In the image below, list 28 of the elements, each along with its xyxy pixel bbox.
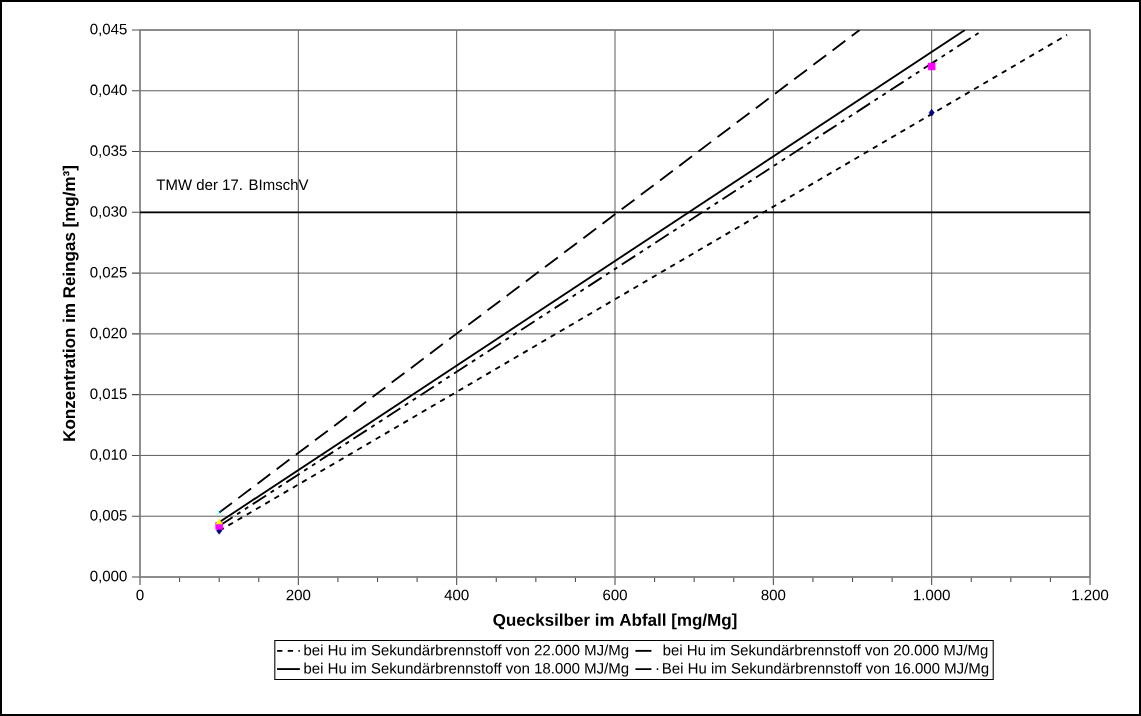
x-tick-label: 1.200	[1072, 589, 1109, 601]
y-tick-label: 0,040	[90, 84, 127, 97]
point	[215, 518, 223, 525]
y-tick-label: 0,045	[90, 23, 127, 37]
x-tick-label: 400	[444, 589, 469, 601]
point	[928, 108, 935, 117]
y-tick-label: 0,010	[90, 449, 127, 462]
x-tick-label: 0	[136, 589, 144, 601]
y-tick-label: 0,015	[90, 388, 127, 401]
legend-label: bei Hu im Sekundärbrennstoff von 22.000 MJ/Mg	[304, 644, 629, 659]
x-tick-label: 800	[761, 589, 786, 601]
legend-label: bei Hu im Sekundärbrennstoff von 20.000 MJ/Mg	[663, 644, 988, 659]
ref-line-label: TMW der 17. BImschV	[156, 179, 309, 191]
y-tick-label: 0,000	[90, 570, 127, 584]
y-tick-label: 0,030	[90, 206, 127, 219]
point	[927, 62, 936, 71]
x-axis-title: Quecksilber im Abfall [mg/Mg]	[493, 613, 737, 630]
x-tick-label: 200	[286, 589, 311, 601]
y-tick-label: 0,020	[90, 327, 127, 341]
legend-label: bei Hu im Sekundärbrennstoff von 18.000 MJ/Mg	[304, 662, 629, 677]
x-tick-label: 1.000	[914, 589, 950, 601]
y-axis-title: Konzentration im Reingas [mg/m³]	[62, 166, 79, 441]
y-tick-label: 0,035	[90, 145, 127, 158]
y-tick-label: 0,005	[90, 510, 127, 523]
legend-label: Bei Hu im Sekundärbrennstoff von 16.000 MJ/Mg	[663, 662, 989, 677]
point	[216, 509, 222, 516]
x-tick-label: 600	[603, 589, 627, 601]
y-tick-label: 0,025	[90, 266, 127, 280]
